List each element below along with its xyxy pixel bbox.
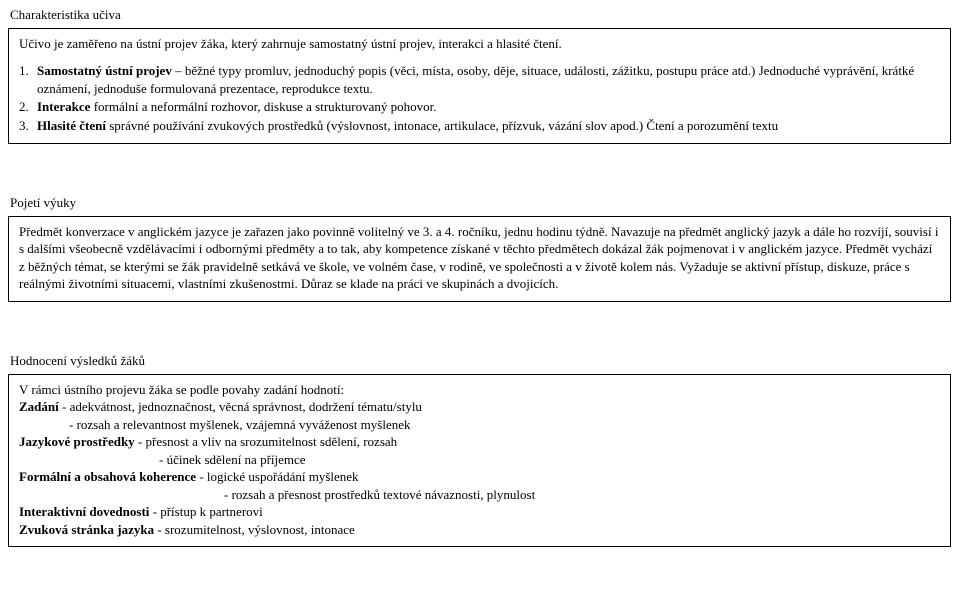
- ordered-list: 1. Samostatný ústní projev – běžné typy …: [19, 62, 940, 134]
- item-tail: správné používání zvukových prostředků (…: [109, 118, 778, 133]
- hodnoceni-subrow: - účinek sdělení na příjemce: [19, 451, 940, 469]
- item-head: Interakce: [37, 99, 90, 114]
- item-number: 1.: [19, 62, 29, 80]
- list-item: 3. Hlasité čtení správné používání zvuko…: [37, 117, 940, 135]
- box-charakteristika: Učivo je zaměřeno na ústní projev žáka, …: [8, 28, 951, 145]
- row-tail: - přesnost a vliv na srozumitelnost sděl…: [135, 434, 397, 449]
- row-head: Interaktivní dovednosti: [19, 504, 149, 519]
- row-head: Zadání: [19, 399, 59, 414]
- row-tail: - adekvátnost, jednoznačnost, věcná sprá…: [59, 399, 422, 414]
- item-number: 2.: [19, 98, 29, 116]
- box-pojeti: Předmět konverzace v anglickém jazyce je…: [8, 216, 951, 302]
- hodnoceni-row: Jazykové prostředky - přesnost a vliv na…: [19, 433, 940, 451]
- row-tail: - přístup k partnerovi: [149, 504, 262, 519]
- row-head: Jazykové prostředky: [19, 434, 135, 449]
- row-tail: - srozumitelnost, výslovnost, intonace: [154, 522, 355, 537]
- row-tail: - logické uspořádání myšlenek: [196, 469, 358, 484]
- hodnoceni-row: Formální a obsahová koherence - logické …: [19, 468, 940, 486]
- lead-text: Učivo je zaměřeno na ústní projev žáka, …: [19, 35, 940, 53]
- hodnoceni-row: Interaktivní dovednosti - přístup k part…: [19, 503, 940, 521]
- box-hodnoceni: V rámci ústního projevu žáka se podle po…: [8, 374, 951, 548]
- hodnoceni-intro: V rámci ústního projevu žáka se podle po…: [19, 381, 940, 399]
- item-head: Hlasité čtení: [37, 118, 106, 133]
- list-item: 1. Samostatný ústní projev – běžné typy …: [37, 62, 940, 97]
- row-head: Formální a obsahová koherence: [19, 469, 196, 484]
- list-item: 2. Interakce formální a neformální rozho…: [37, 98, 940, 116]
- row-head: Zvuková stránka jazyka: [19, 522, 154, 537]
- hodnoceni-row: Zadání - adekvátnost, jednoznačnost, věc…: [19, 398, 940, 416]
- section-label-pojeti: Pojetí výuky: [10, 194, 951, 212]
- pojeti-body: Předmět konverzace v anglickém jazyce je…: [19, 223, 940, 293]
- hodnoceni-subrow: - rozsah a relevantnost myšlenek, vzájem…: [19, 416, 940, 434]
- section-label-char: Charakteristika učiva: [10, 6, 951, 24]
- section-label-hodnoceni: Hodnocení výsledků žáků: [10, 352, 951, 370]
- hodnoceni-subrow: - rozsah a přesnost prostředků textové n…: [19, 486, 940, 504]
- item-tail: formální a neformální rozhovor, diskuse …: [94, 99, 437, 114]
- hodnoceni-row: Zvuková stránka jazyka - srozumitelnost,…: [19, 521, 940, 539]
- item-number: 3.: [19, 117, 29, 135]
- item-head: Samostatný ústní projev: [37, 63, 172, 78]
